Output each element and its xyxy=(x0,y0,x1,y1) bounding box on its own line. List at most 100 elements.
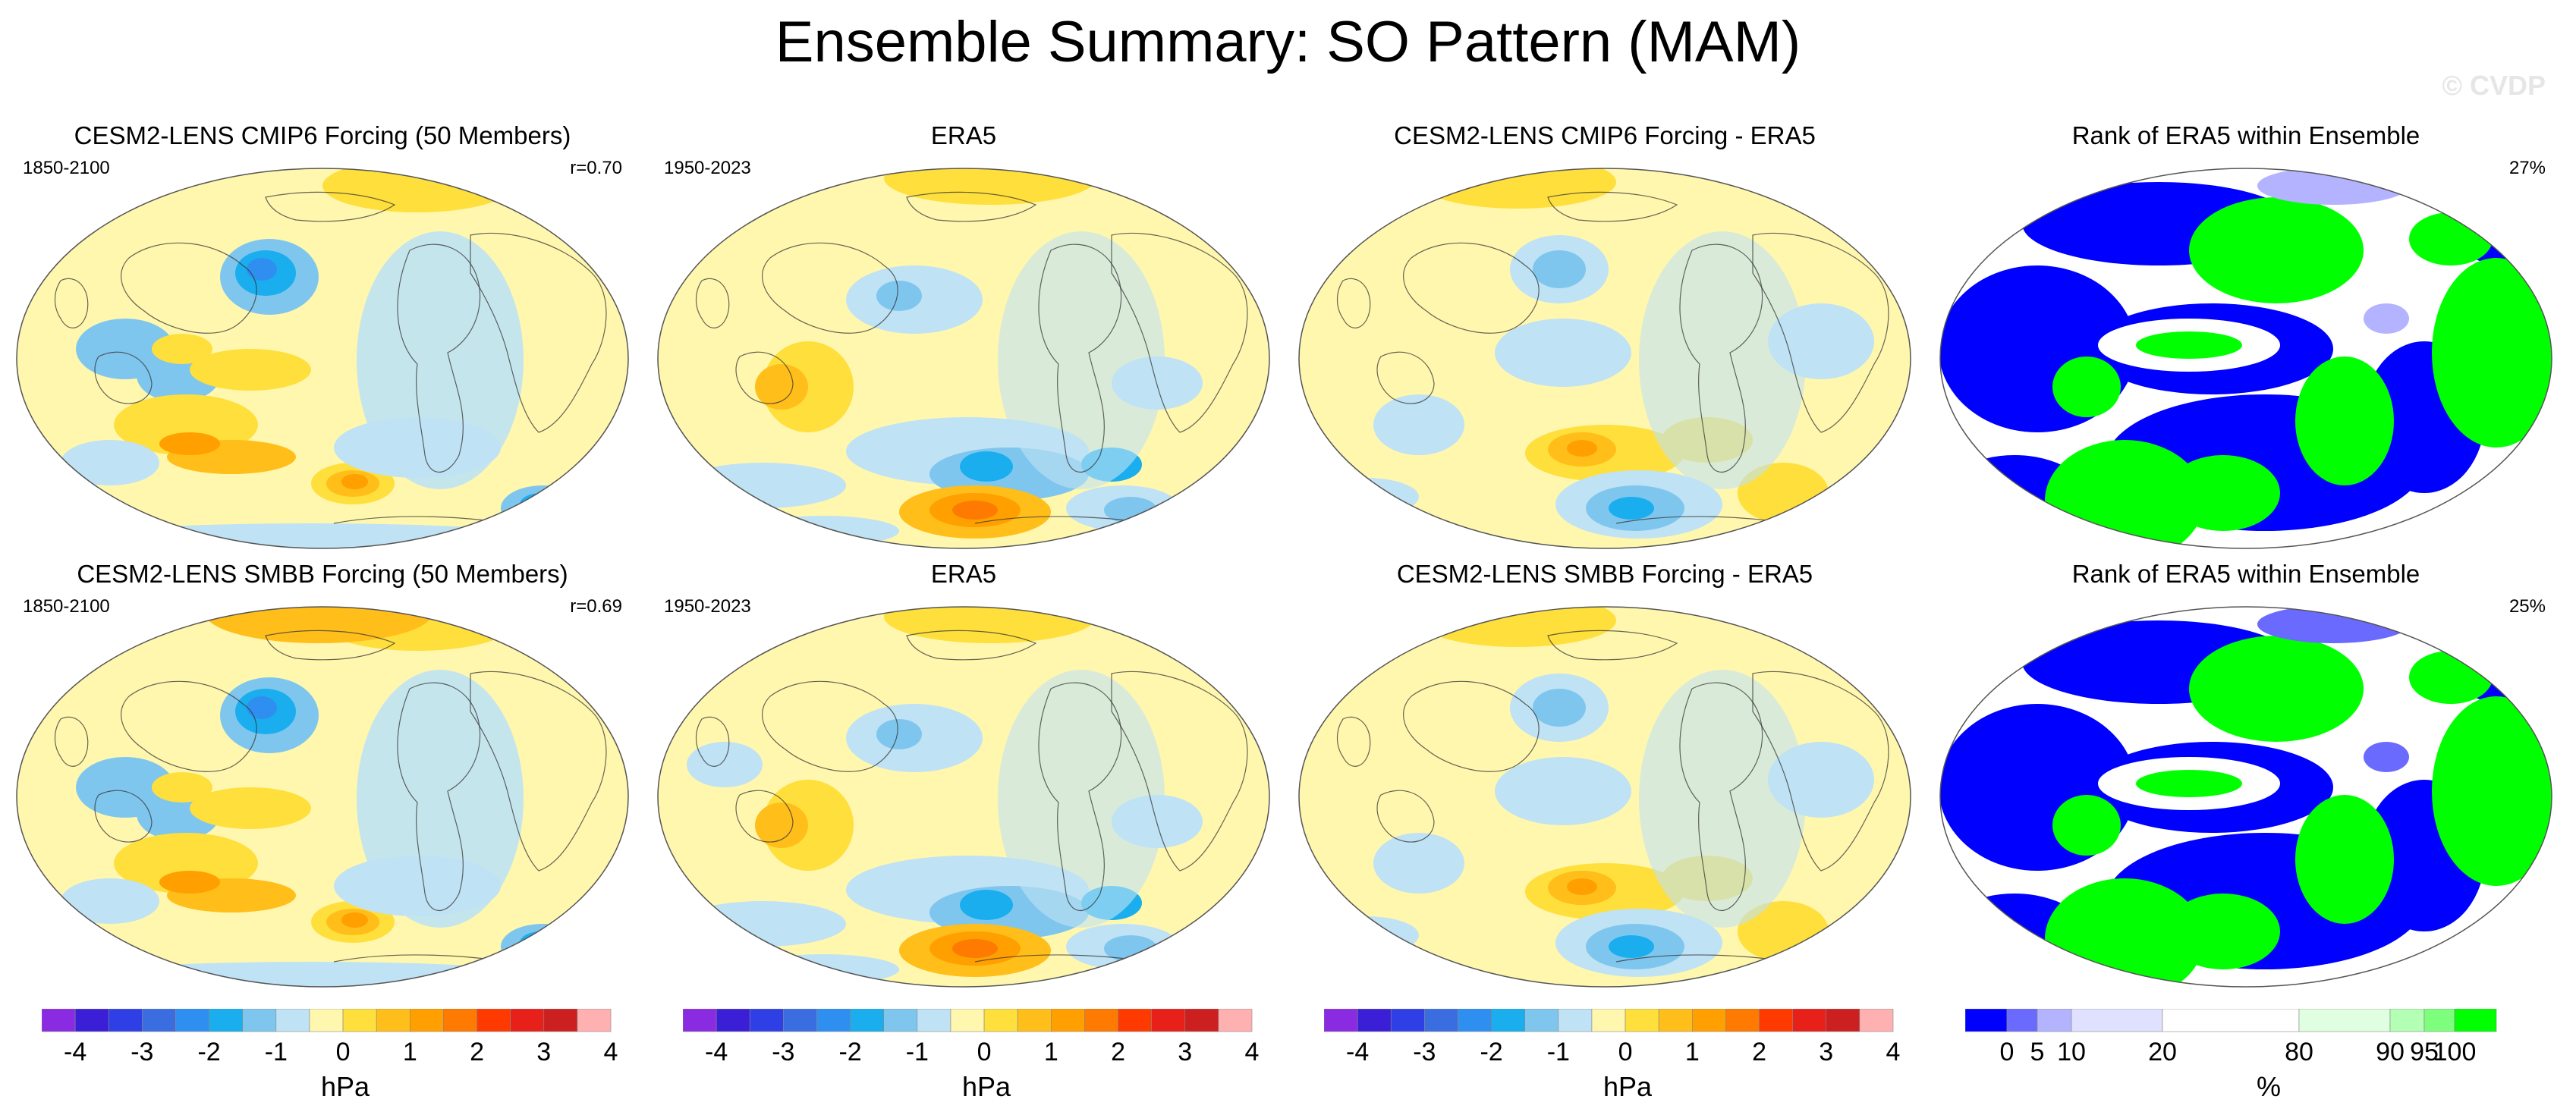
colorbar-tick-label: 3 xyxy=(1178,1038,1192,1066)
colorbar-tick-label: 0 xyxy=(977,1038,992,1066)
colorbar-swatch xyxy=(850,1008,885,1032)
panel-title: ERA5 xyxy=(930,560,997,588)
anomaly-map xyxy=(1298,168,1911,549)
colorbar-tick-label: 1 xyxy=(1685,1038,1700,1066)
colorbar-swatch xyxy=(1218,1008,1253,1032)
colorbar-swatch xyxy=(917,1008,951,1032)
colorbar-swatches: -4 -3 -2 -1 0 1 2 3 4 xyxy=(1323,1008,1901,1066)
rank-map xyxy=(1939,168,2552,549)
colorbar-swatch xyxy=(1151,1008,1186,1032)
colorbar-tick-label: -2 xyxy=(1480,1038,1502,1066)
colorbar-swatch xyxy=(209,1008,244,1032)
panel-stat: r=0.70 xyxy=(570,158,622,178)
map-panel: Rank of ERA5 within Ensemble 25% xyxy=(1931,560,2561,988)
colorbar: 0 5 10 20 80 90 95 100% xyxy=(1964,1008,2572,1115)
colorbar-tick-label: 4 xyxy=(604,1038,618,1066)
colorbar-swatch xyxy=(682,1008,717,1032)
colorbar-swatch xyxy=(1118,1008,1152,1032)
colorbar-swatch xyxy=(2006,1008,2038,1032)
colorbar-swatch xyxy=(1390,1008,1425,1032)
colorbar-swatch xyxy=(1184,1008,1219,1032)
colorbar-tick-label: 100 xyxy=(2433,1038,2477,1066)
map-panel: CESM2-LENS SMBB Forcing (50 Members) 1850… xyxy=(8,560,637,988)
colorbar-swatch xyxy=(1050,1008,1085,1032)
colorbar-tick-label: 0 xyxy=(1618,1038,1633,1066)
colorbar-swatch xyxy=(41,1008,76,1032)
colorbar-swatch xyxy=(1625,1008,1659,1032)
colorbar-unit: hPa xyxy=(1603,1071,1653,1102)
panel-title: CESM2-LENS SMBB Forcing - ERA5 xyxy=(1396,560,1813,588)
map-panel: CESM2-LENS CMIP6 Forcing - ERA5 xyxy=(1290,121,1920,549)
colorbar-tick-label: -1 xyxy=(1547,1038,1570,1066)
panel-title: CESM2-LENS CMIP6 Forcing (50 Members) xyxy=(74,121,571,149)
colorbar-tick-label: 0 xyxy=(2000,1038,2015,1066)
watermark: © CVDP xyxy=(2442,70,2546,101)
map-panel: ERA5 1950-2023 xyxy=(649,560,1279,988)
colorbar-tick-label: -4 xyxy=(705,1038,728,1066)
colorbar-tick-label: 1 xyxy=(403,1038,417,1066)
colorbar-swatch xyxy=(749,1008,784,1032)
colorbar-swatch xyxy=(1725,1008,1760,1032)
colorbar-tick-label: 20 xyxy=(2148,1038,2177,1066)
colorbar-swatch xyxy=(1591,1008,1626,1032)
colorbar-unit: hPa xyxy=(320,1071,370,1102)
colorbar-swatch xyxy=(1084,1008,1118,1032)
colorbar-swatch xyxy=(242,1008,277,1032)
colorbar-tick-label: -4 xyxy=(1346,1038,1369,1066)
colorbar-swatch xyxy=(409,1008,444,1032)
colorbar-swatch xyxy=(2037,1008,2072,1032)
colorbar-swatch xyxy=(1424,1008,1458,1032)
map-panel: Rank of ERA5 within Ensemble 27% xyxy=(1931,121,2561,549)
map-panel: ERA5 1950-2023 xyxy=(649,121,1279,549)
colorbar-swatch xyxy=(2389,1008,2425,1032)
colorbar-tick-label: 0 xyxy=(336,1038,351,1066)
panel-stat: r=0.69 xyxy=(570,596,622,617)
colorbar-swatch xyxy=(108,1008,143,1032)
colorbar-swatch xyxy=(816,1008,851,1032)
map-panel: CESM2-LENS CMIP6 Forcing (50 Members) 185… xyxy=(8,121,637,549)
colorbar-swatch xyxy=(2162,1008,2300,1032)
panel-title: Rank of ERA5 within Ensemble xyxy=(2071,121,2420,149)
colorbar-tick-label: 80 xyxy=(2285,1038,2313,1066)
colorbar-swatch xyxy=(950,1008,985,1032)
panel-title: Rank of ERA5 within Ensemble xyxy=(2071,560,2420,588)
colorbar-swatch xyxy=(1357,1008,1392,1032)
colorbar-tick-label: 2 xyxy=(470,1038,484,1066)
colorbar-swatch xyxy=(1524,1008,1559,1032)
anomaly-map xyxy=(1298,606,1911,988)
colorbar-swatches: -4 -3 -2 -1 0 1 2 3 4 xyxy=(41,1008,618,1066)
colorbar-swatch xyxy=(1558,1008,1593,1032)
colorbar-tick-label: 90 xyxy=(2376,1038,2405,1066)
rank-map xyxy=(1939,606,2552,988)
colorbar-tick-label: 95 xyxy=(2410,1038,2439,1066)
colorbar-swatch xyxy=(2423,1008,2455,1032)
colorbar-swatch xyxy=(1792,1008,1827,1032)
panel-title: CESM2-LENS CMIP6 Forcing - ERA5 xyxy=(1394,121,1816,149)
colorbar-swatch xyxy=(175,1008,209,1032)
colorbar-swatch xyxy=(716,1008,750,1032)
colorbar-swatch xyxy=(477,1008,511,1032)
colorbar-swatch xyxy=(1691,1008,1726,1032)
anomaly-map xyxy=(657,606,1270,988)
anomaly-map xyxy=(16,606,629,988)
colorbar-tick-label: -3 xyxy=(1413,1038,1436,1066)
colorbar-tick-label: -1 xyxy=(906,1038,929,1066)
colorbar-swatch xyxy=(783,1008,817,1032)
colorbar-swatch xyxy=(443,1008,477,1032)
colorbar-tick-label: 4 xyxy=(1886,1038,1901,1066)
colorbar-swatch xyxy=(376,1008,410,1032)
colorbar-swatches: -4 -3 -2 -1 0 1 2 3 4 xyxy=(682,1008,1259,1066)
colorbar: -4 -3 -2 -1 0 1 2 3 4 hPa xyxy=(682,1008,1290,1115)
colorbar-unit: hPa xyxy=(961,1071,1011,1102)
colorbar-tick-label: 3 xyxy=(536,1038,551,1066)
colorbar-tick-label: -3 xyxy=(772,1038,794,1066)
colorbar-tick-label: 10 xyxy=(2057,1038,2086,1066)
colorbar-swatch xyxy=(309,1008,344,1032)
panel-stat: 27% xyxy=(2508,158,2546,178)
colorbar-swatch xyxy=(2071,1008,2163,1032)
map-panel: CESM2-LENS SMBB Forcing - ERA5 xyxy=(1290,560,1920,988)
colorbar-tick-label: -3 xyxy=(131,1038,153,1066)
colorbar-swatch xyxy=(883,1008,918,1032)
colorbar: -4 -3 -2 -1 0 1 2 3 4 hPa xyxy=(1323,1008,1931,1115)
colorbar-tick-label: -4 xyxy=(64,1038,86,1066)
